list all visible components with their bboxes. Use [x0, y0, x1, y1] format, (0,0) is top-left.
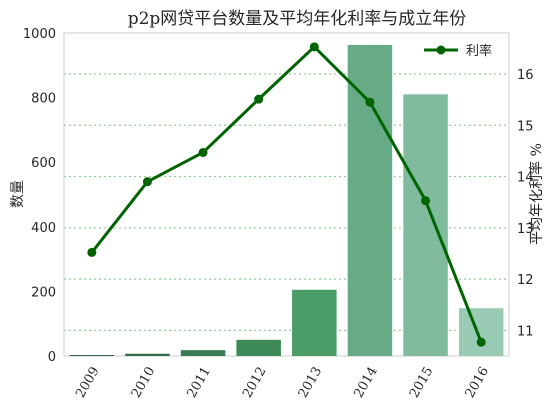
x-tick-label: 2013	[296, 365, 326, 401]
right-axis-label: 平均年化利率 %	[528, 143, 545, 245]
right-axis-ticks: 11 12 13 14 15 16	[517, 68, 534, 339]
bar-2016	[458, 308, 504, 356]
x-tick-label: 2015	[407, 365, 437, 401]
rate-polyline	[90, 45, 483, 343]
left-tick-label: 200	[31, 285, 56, 300]
left-tick-label: 400	[31, 221, 56, 236]
right-tick-label: 14	[517, 171, 534, 186]
legend-marker	[436, 45, 446, 55]
rate-point-2009	[87, 247, 97, 257]
x-tick-label: 2012	[240, 365, 270, 401]
x-axis-ticks: 2009 2010 2011 2012 2013 2014 2015 2016	[73, 365, 492, 401]
bar-2013	[292, 289, 337, 356]
bar-2010	[125, 353, 170, 356]
right-tick-label: 15	[517, 119, 534, 134]
right-tick-label: 12	[517, 273, 534, 288]
bar-2014	[347, 44, 393, 357]
rate-line	[87, 42, 486, 347]
left-tick-label: 800	[31, 92, 56, 107]
rate-point-2010	[142, 177, 152, 187]
rate-point-2015	[421, 196, 431, 206]
x-tick-label: 2014	[351, 365, 381, 401]
x-tick-label: 2016	[463, 365, 493, 401]
bar-2015	[403, 94, 448, 357]
left-tick-label: 0	[48, 350, 56, 365]
legend: 利率	[424, 43, 492, 59]
bar-2011	[180, 350, 226, 356]
bar-2009	[69, 355, 115, 356]
rate-point-2012	[254, 94, 264, 104]
x-tick-label: 2010	[129, 365, 159, 401]
rate-point-2014	[365, 97, 375, 107]
bar-2012	[236, 339, 281, 356]
rate-point-2013	[309, 42, 319, 52]
left-axis-label: 数量	[10, 180, 26, 208]
x-tick-label: 2009	[73, 365, 103, 401]
right-tick-label: 11	[517, 324, 534, 339]
left-tick-label: 1000	[23, 27, 56, 42]
legend-label: 利率	[466, 43, 492, 59]
left-tick-label: 600	[31, 156, 56, 171]
chart-title: p2p网贷平台数量及平均年化利率与成立年份	[128, 9, 467, 29]
rate-point-2016	[476, 337, 486, 347]
left-axis-ticks: 0 200 400 600 800 1000	[23, 27, 56, 365]
right-tick-label: 13	[517, 222, 534, 237]
bars	[69, 44, 504, 357]
rate-point-2011	[198, 147, 208, 157]
right-tick-label: 16	[517, 68, 534, 83]
plot-frame	[63, 32, 510, 357]
x-tick-label: 2011	[184, 365, 214, 401]
